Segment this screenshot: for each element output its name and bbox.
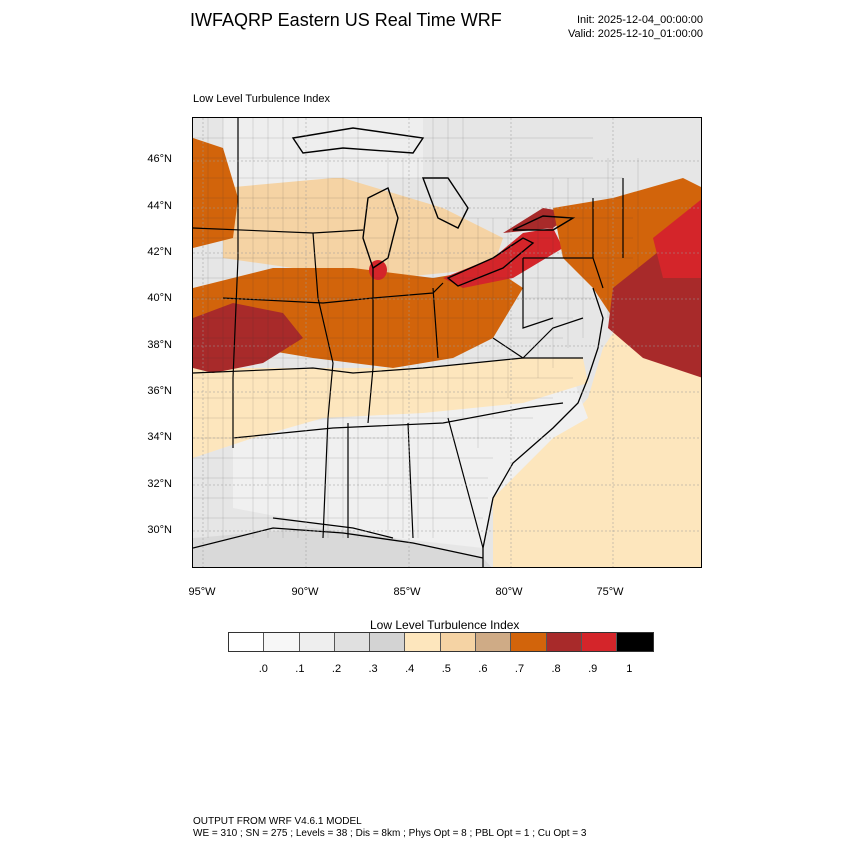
turbulence-map [192, 117, 702, 568]
colorbar-swatch [511, 633, 547, 651]
lat-label: 36°N [147, 385, 172, 397]
colorbar [228, 632, 654, 652]
colorbar-swatch [264, 633, 300, 651]
colorbar-tick-label: .1 [295, 663, 305, 675]
lat-label: 38°N [147, 339, 172, 351]
lat-label: 32°N [147, 478, 172, 490]
colorbar-swatch [229, 633, 265, 651]
lon-label: 80°W [495, 586, 523, 598]
colorbar-tick-label: .8 [551, 663, 561, 675]
colorbar-tick-label: .2 [331, 663, 342, 675]
colorbar-tick-label: 1 [626, 663, 633, 675]
colorbar-swatch [617, 633, 653, 651]
lon-label: 95°W [188, 586, 216, 598]
colorbar-swatch [546, 633, 582, 651]
colorbar-tick-label: .4 [405, 663, 415, 675]
map-field-label: Low Level Turbulence Index [193, 93, 330, 105]
colorbar-swatch [581, 633, 618, 651]
north-low-region [223, 118, 423, 188]
colorbar-tick-label: .0 [258, 663, 268, 675]
colorbar-swatch [334, 633, 371, 651]
colorbar-tick-label: .7 [514, 663, 525, 675]
lon-label: 85°W [393, 586, 421, 598]
county-grid [193, 118, 639, 538]
page-title: IWFAQRP Eastern US Real Time WRF [190, 10, 502, 30]
graticule [193, 118, 701, 567]
colorbar-swatch [476, 633, 512, 651]
colorbar-tick-label: .5 [441, 663, 451, 675]
colorbar-tick-label: .9 [588, 663, 598, 675]
valid-time: Valid: 2025-12-10_01:00:00 [568, 28, 703, 40]
colorbar-tick-label: .6 [478, 663, 488, 675]
lat-label: 44°N [147, 200, 172, 212]
init-time: Init: 2025-12-04_00:00:00 [577, 14, 703, 26]
gulf-coastline [193, 527, 484, 559]
lon-label: 75°W [596, 586, 624, 598]
lat-label: 30°N [147, 524, 172, 536]
lat-label: 46°N [147, 153, 172, 165]
colorbar-swatch [440, 633, 477, 651]
colorbar-swatch [299, 633, 335, 651]
northwest-orange-region [193, 138, 238, 248]
model-info-line2: WE = 310 ; SN = 275 ; Levels = 38 ; Dis … [193, 828, 587, 839]
mid-band-region [193, 358, 588, 458]
colorbar-tick-label: .3 [368, 663, 378, 675]
lake-superior-outline [291, 127, 425, 154]
atlantic-coastline [482, 287, 604, 567]
model-info-line1: OUTPUT FROM WRF V4.6.1 MODEL [193, 816, 362, 827]
colorbar-swatch [370, 633, 406, 651]
southeast-low-region [233, 378, 588, 548]
lon-label: 90°W [291, 586, 319, 598]
gulf-region [193, 528, 492, 567]
lat-label: 42°N [147, 246, 172, 258]
lat-label: 34°N [147, 431, 172, 443]
new-england-peak-region [653, 199, 701, 278]
colorbar-swatch [405, 633, 441, 651]
colorbar-title: Low Level Turbulence Index [370, 618, 520, 632]
map-canvas [193, 118, 701, 567]
lat-label: 40°N [147, 292, 172, 304]
